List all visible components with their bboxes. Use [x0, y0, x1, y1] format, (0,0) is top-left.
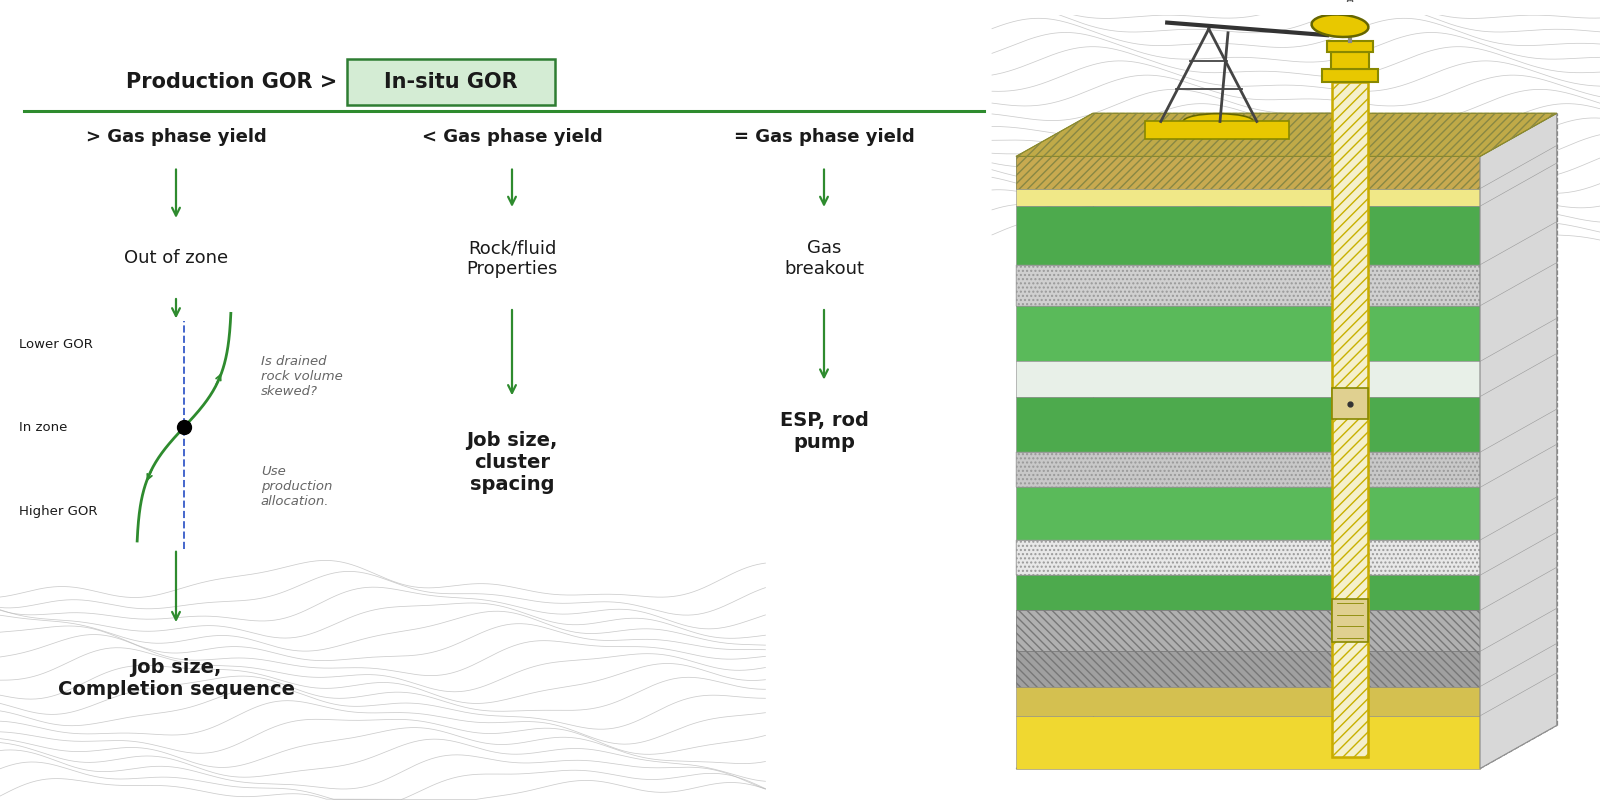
Text: In-situ GOR: In-situ GOR [384, 72, 518, 92]
Bar [1016, 157, 1480, 189]
Text: Job size,
Completion sequence: Job size, Completion sequence [58, 658, 294, 699]
Bar [1016, 157, 1480, 189]
Bar [1016, 686, 1480, 716]
Bar [1146, 122, 1290, 138]
Bar [1016, 716, 1480, 769]
Text: Higher GOR: Higher GOR [19, 506, 98, 518]
Text: Gas
breakout: Gas breakout [784, 239, 864, 278]
Text: = Gas phase yield: = Gas phase yield [734, 128, 914, 146]
Bar [1016, 306, 1480, 362]
Text: Is drained
rock volume
skewed?: Is drained rock volume skewed? [261, 354, 342, 398]
Bar [1016, 540, 1480, 575]
Text: < Gas phase yield: < Gas phase yield [422, 128, 602, 146]
Bar [1016, 452, 1480, 487]
Bar [1333, 82, 1368, 757]
Bar [1322, 70, 1378, 82]
Bar [1333, 388, 1368, 419]
Text: Use
production
allocation.: Use production allocation. [261, 465, 333, 507]
Bar [1016, 610, 1480, 651]
Bar [1331, 52, 1370, 70]
Bar [1016, 651, 1480, 686]
Polygon shape [1016, 114, 1557, 157]
Text: Job size,
cluster
spacing: Job size, cluster spacing [466, 431, 558, 494]
Bar [1016, 362, 1480, 397]
Text: In zone: In zone [19, 421, 67, 434]
Text: > Gas phase yield: > Gas phase yield [86, 128, 266, 146]
Bar [1016, 265, 1480, 306]
Text: Rock/fluid
Properties: Rock/fluid Properties [466, 239, 558, 278]
Text: Production GOR >: Production GOR > [125, 72, 344, 92]
Ellipse shape [1312, 14, 1368, 37]
Bar [1016, 610, 1480, 651]
Bar [1016, 540, 1480, 575]
Bar [1016, 265, 1480, 306]
Bar [1016, 487, 1480, 540]
FancyBboxPatch shape [347, 59, 555, 105]
Bar [1016, 452, 1480, 487]
Bar [1333, 599, 1368, 642]
Text: Out of zone: Out of zone [123, 250, 229, 267]
Polygon shape [1480, 114, 1557, 769]
Text: Lower GOR: Lower GOR [19, 338, 93, 351]
Bar [1333, 82, 1368, 757]
Bar [1016, 206, 1480, 265]
Bar [1016, 575, 1480, 610]
Text: ESP, rod
pump: ESP, rod pump [779, 410, 869, 452]
Bar [1016, 189, 1480, 206]
Bar [1016, 397, 1480, 452]
Bar [1328, 41, 1373, 52]
Bar [1016, 651, 1480, 686]
Ellipse shape [1184, 114, 1254, 130]
